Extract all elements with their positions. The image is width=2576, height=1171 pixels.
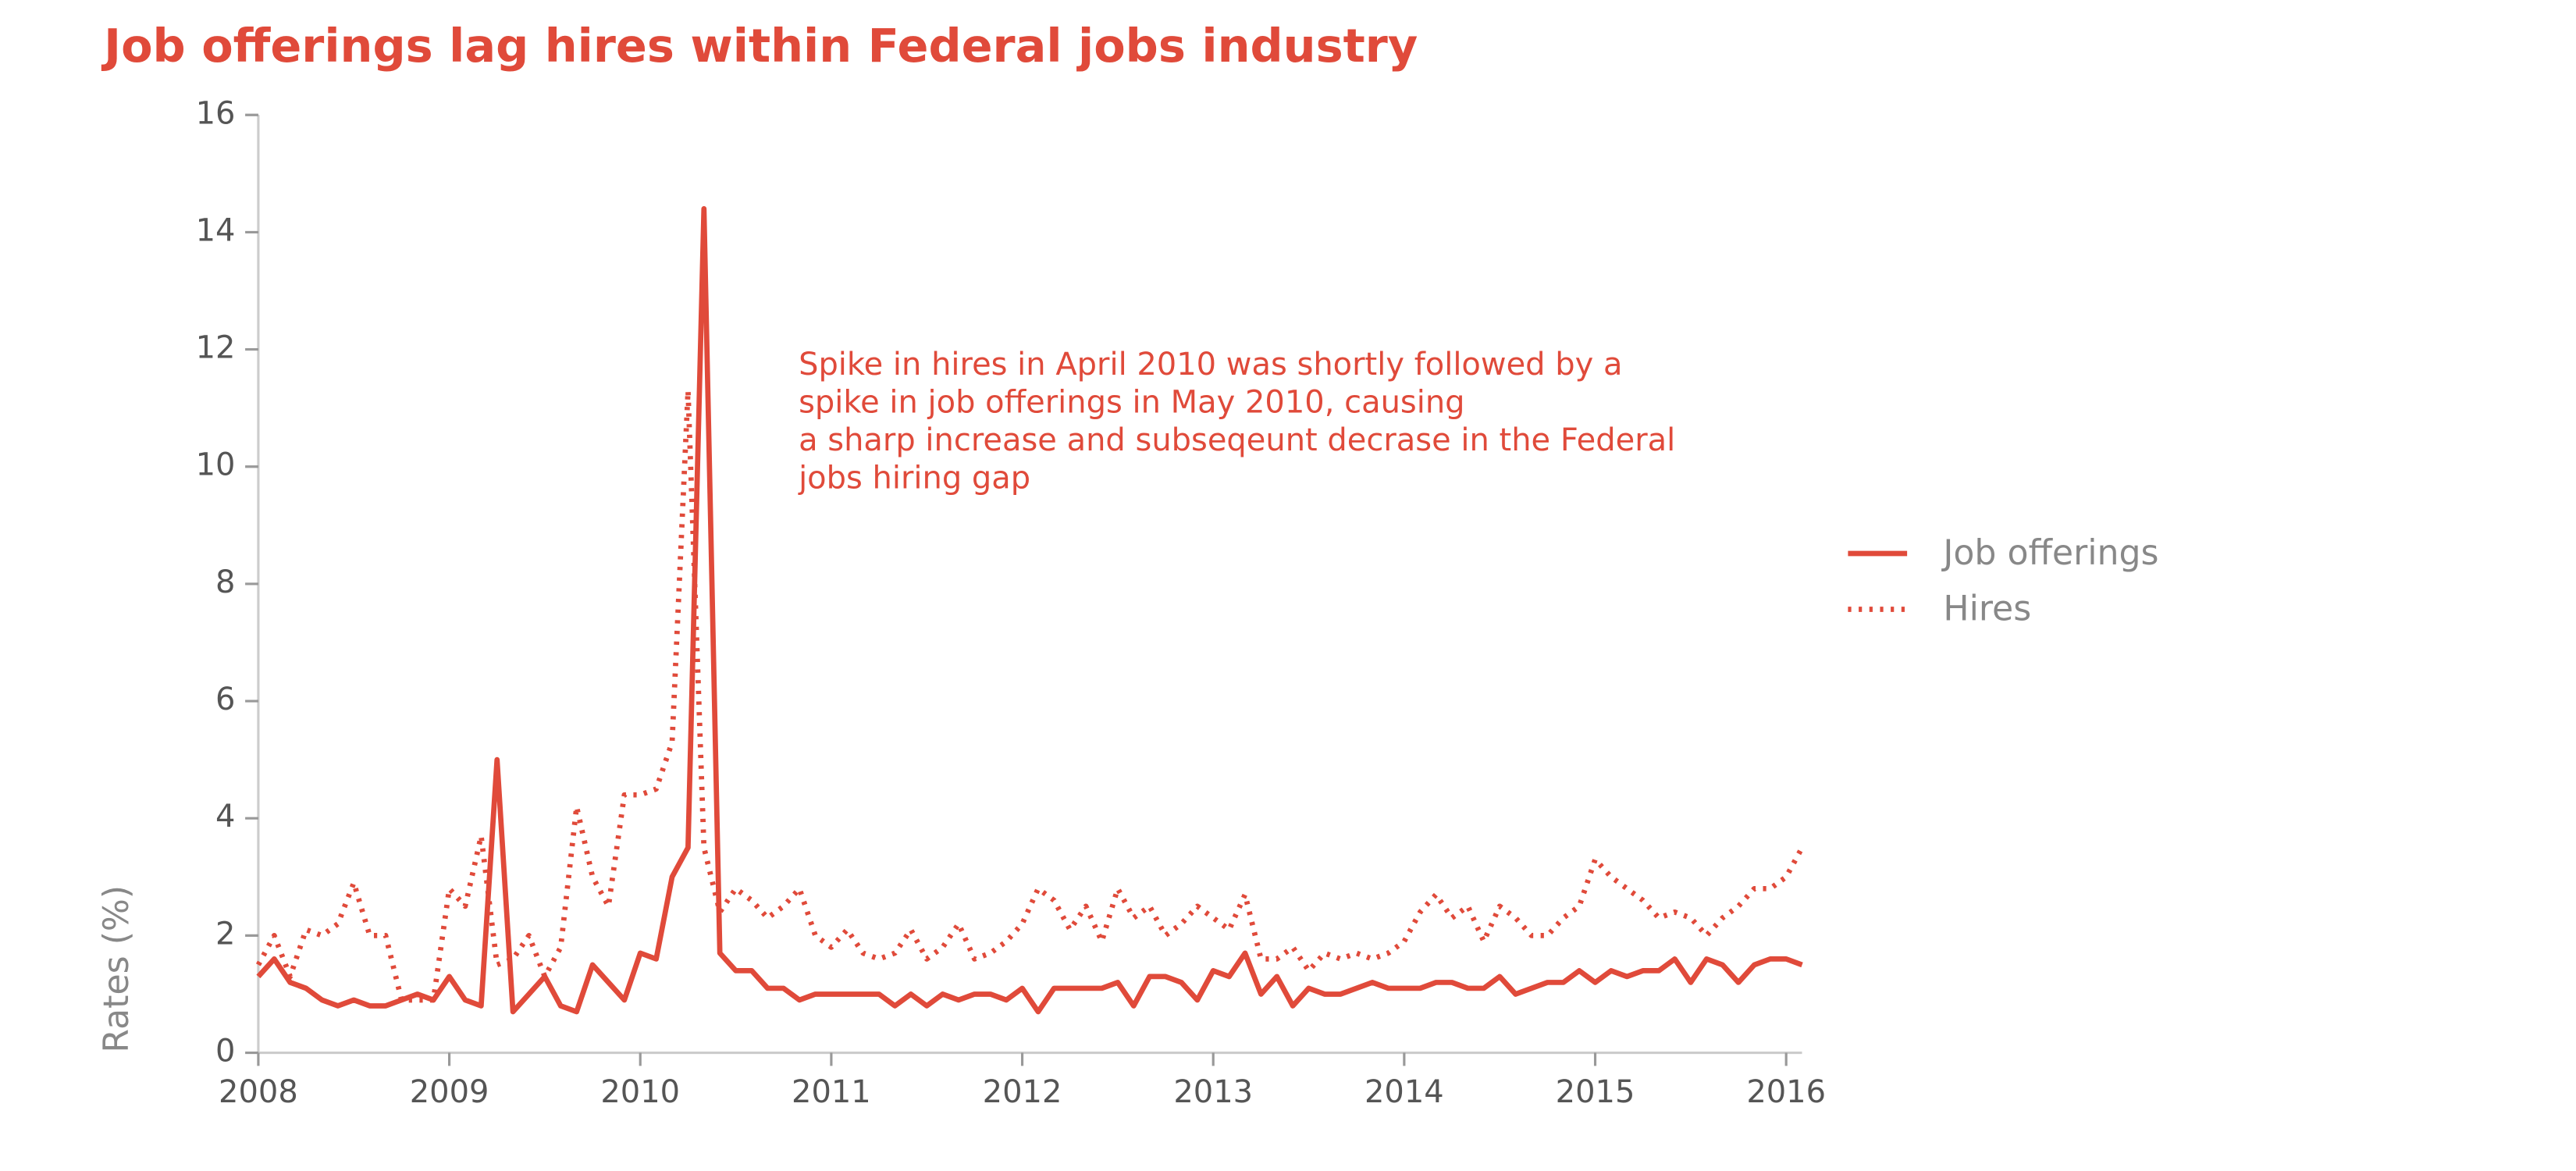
x-tick-label: 2016 bbox=[1746, 1074, 1826, 1110]
y-tick-label: 10 bbox=[196, 447, 236, 483]
y-tick-label: 2 bbox=[215, 916, 235, 952]
x-tick-label: 2013 bbox=[1173, 1074, 1253, 1110]
y-tick-label: 6 bbox=[215, 682, 235, 717]
y-tick-label: 16 bbox=[196, 95, 236, 131]
chart-title: Job offerings lag hires within Federal j… bbox=[101, 19, 1418, 73]
annotation: a sharp increase and subseqeunt decrase … bbox=[799, 422, 1675, 458]
annotation: jobs hiring gap bbox=[798, 460, 1030, 496]
y-tick-label: 4 bbox=[215, 799, 235, 835]
data-line bbox=[255, 387, 1805, 1003]
y-tick-label: 0 bbox=[215, 1034, 235, 1070]
x-tick-label: 2008 bbox=[219, 1074, 298, 1110]
annotation: Spike in hires in April 2010 was shortly… bbox=[799, 347, 1622, 383]
y-tick-label: 14 bbox=[196, 212, 236, 248]
x-tick-label: 2011 bbox=[792, 1074, 871, 1110]
y-axis-label: Rates (%) bbox=[97, 885, 137, 1053]
x-tick-label: 2009 bbox=[410, 1074, 489, 1110]
y-tick-label: 8 bbox=[215, 564, 235, 600]
legend-label: Job offerings bbox=[1941, 533, 2158, 573]
x-tick-label: 2012 bbox=[983, 1074, 1062, 1110]
legend-label: Hires bbox=[1943, 589, 2031, 629]
x-tick-label: 2014 bbox=[1364, 1074, 1444, 1110]
annotation: spike in job offerings in May 2010, caus… bbox=[799, 385, 1464, 421]
x-tick-label: 2010 bbox=[600, 1074, 680, 1110]
y-tick-label: 12 bbox=[196, 330, 236, 366]
x-tick-label: 2015 bbox=[1556, 1074, 1635, 1110]
data-line bbox=[256, 206, 1803, 1015]
